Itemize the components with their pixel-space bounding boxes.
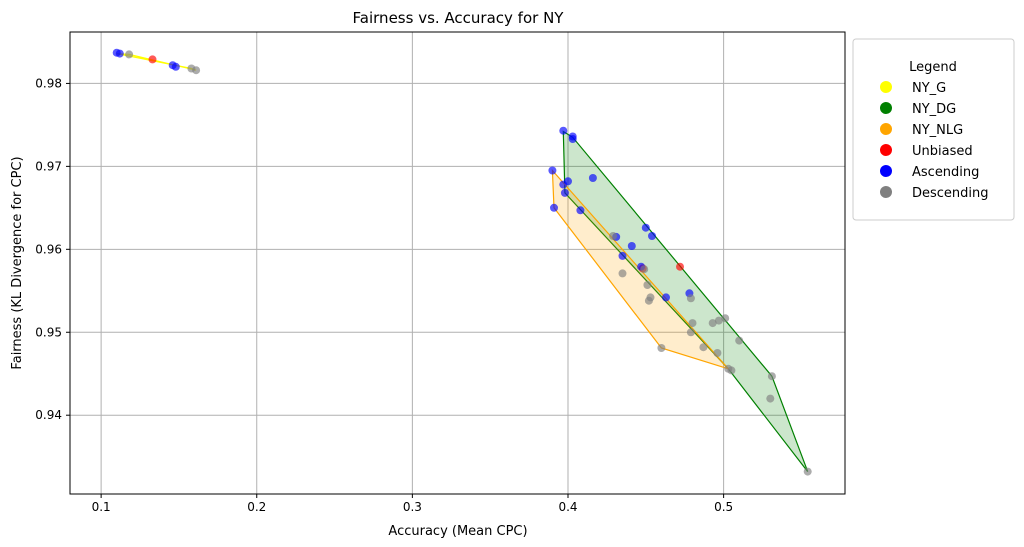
point-ascending [548, 166, 557, 175]
point-descending [125, 50, 134, 59]
legend-box [852, 38, 1015, 221]
legend-items: NY_G NY_DG NY_NLG Unbiased Ascending Descendi… [880, 81, 989, 201]
y-tick-label: 0.95 [35, 325, 62, 339]
point-ascending [641, 223, 650, 232]
x-tick-label: 0.4 [558, 500, 577, 514]
point-descending [618, 269, 627, 278]
point-descending [713, 349, 722, 357]
point-descending [699, 343, 708, 352]
y-tick-label: 0.96 [35, 242, 62, 256]
point-descending [640, 265, 649, 274]
legend-label-unbiased: Unbiased [912, 144, 973, 159]
plot-area-frame [69, 31, 846, 495]
point-descending [714, 316, 723, 325]
point-unbiased [148, 55, 157, 64]
point-ascending [588, 174, 597, 182]
legend-label-descending: Descending [912, 186, 989, 201]
legend-title: Legend [909, 60, 957, 75]
point-descending [803, 467, 812, 476]
point-descending [688, 319, 697, 328]
point-ascending [560, 188, 569, 197]
point-ascending [115, 49, 124, 58]
point-descending [686, 294, 695, 303]
legend-label-ny-dg: NY_DG [912, 102, 956, 117]
chart-title: Fairness vs. Accuracy for NY [353, 9, 565, 27]
y-tick-label: 0.94 [35, 408, 62, 422]
legend: Legend NY_G NY_DG NY_NLG Unbiased Ascending D… [852, 38, 1015, 221]
x-tick-label: 0.5 [714, 500, 733, 514]
point-ascending [576, 206, 585, 215]
axis-ticks: 0.1 0.2 0.3 0.4 0.5 0.94 0.95 0.96 0.97 0.98 [35, 76, 733, 514]
point-descending [708, 319, 717, 328]
data-points [112, 48, 812, 476]
legend-marker-ny-nlg [880, 123, 892, 135]
point-ascending [662, 293, 670, 302]
point-descending [657, 344, 666, 352]
legend-label-ny-nlg: NY_NLG [912, 123, 963, 138]
point-descending [735, 336, 744, 345]
legend-marker-descending [880, 186, 892, 198]
y-axis-label: Fairness (KL Divergence for CPC) [10, 156, 25, 369]
point-unbiased [676, 262, 684, 271]
legend-marker-unbiased [880, 144, 892, 156]
point-ascending [568, 135, 577, 143]
grid [70, 32, 845, 494]
point-ascending [550, 203, 558, 212]
point-descending [686, 328, 695, 337]
point-descending [192, 66, 201, 75]
legend-marker-ascending [880, 165, 892, 177]
point-ascending [648, 232, 656, 240]
point-descending [767, 372, 776, 381]
y-tick-label: 0.98 [35, 76, 62, 90]
legend-marker-ny-g [880, 81, 892, 93]
point-ascending [559, 126, 568, 135]
legend-label-ny-g: NY_G [912, 81, 946, 96]
point-ascending [171, 62, 180, 71]
y-tick-label: 0.97 [35, 159, 62, 173]
point-descending [727, 366, 736, 375]
point-descending [643, 281, 652, 289]
x-tick-label: 0.2 [247, 500, 266, 514]
point-descending [721, 314, 730, 323]
point-descending [609, 232, 618, 240]
point-ascending [627, 242, 636, 250]
point-descending [644, 296, 653, 305]
x-tick-label: 0.3 [403, 500, 422, 514]
x-axis-label: Accuracy (Mean CPC) [388, 524, 527, 539]
legend-label-ascending: Ascending [912, 165, 979, 180]
legend-marker-ny-dg [880, 102, 892, 114]
point-descending [766, 394, 775, 403]
point-ascending [618, 251, 627, 260]
point-ascending [559, 180, 568, 189]
x-tick-label: 0.1 [92, 500, 111, 514]
